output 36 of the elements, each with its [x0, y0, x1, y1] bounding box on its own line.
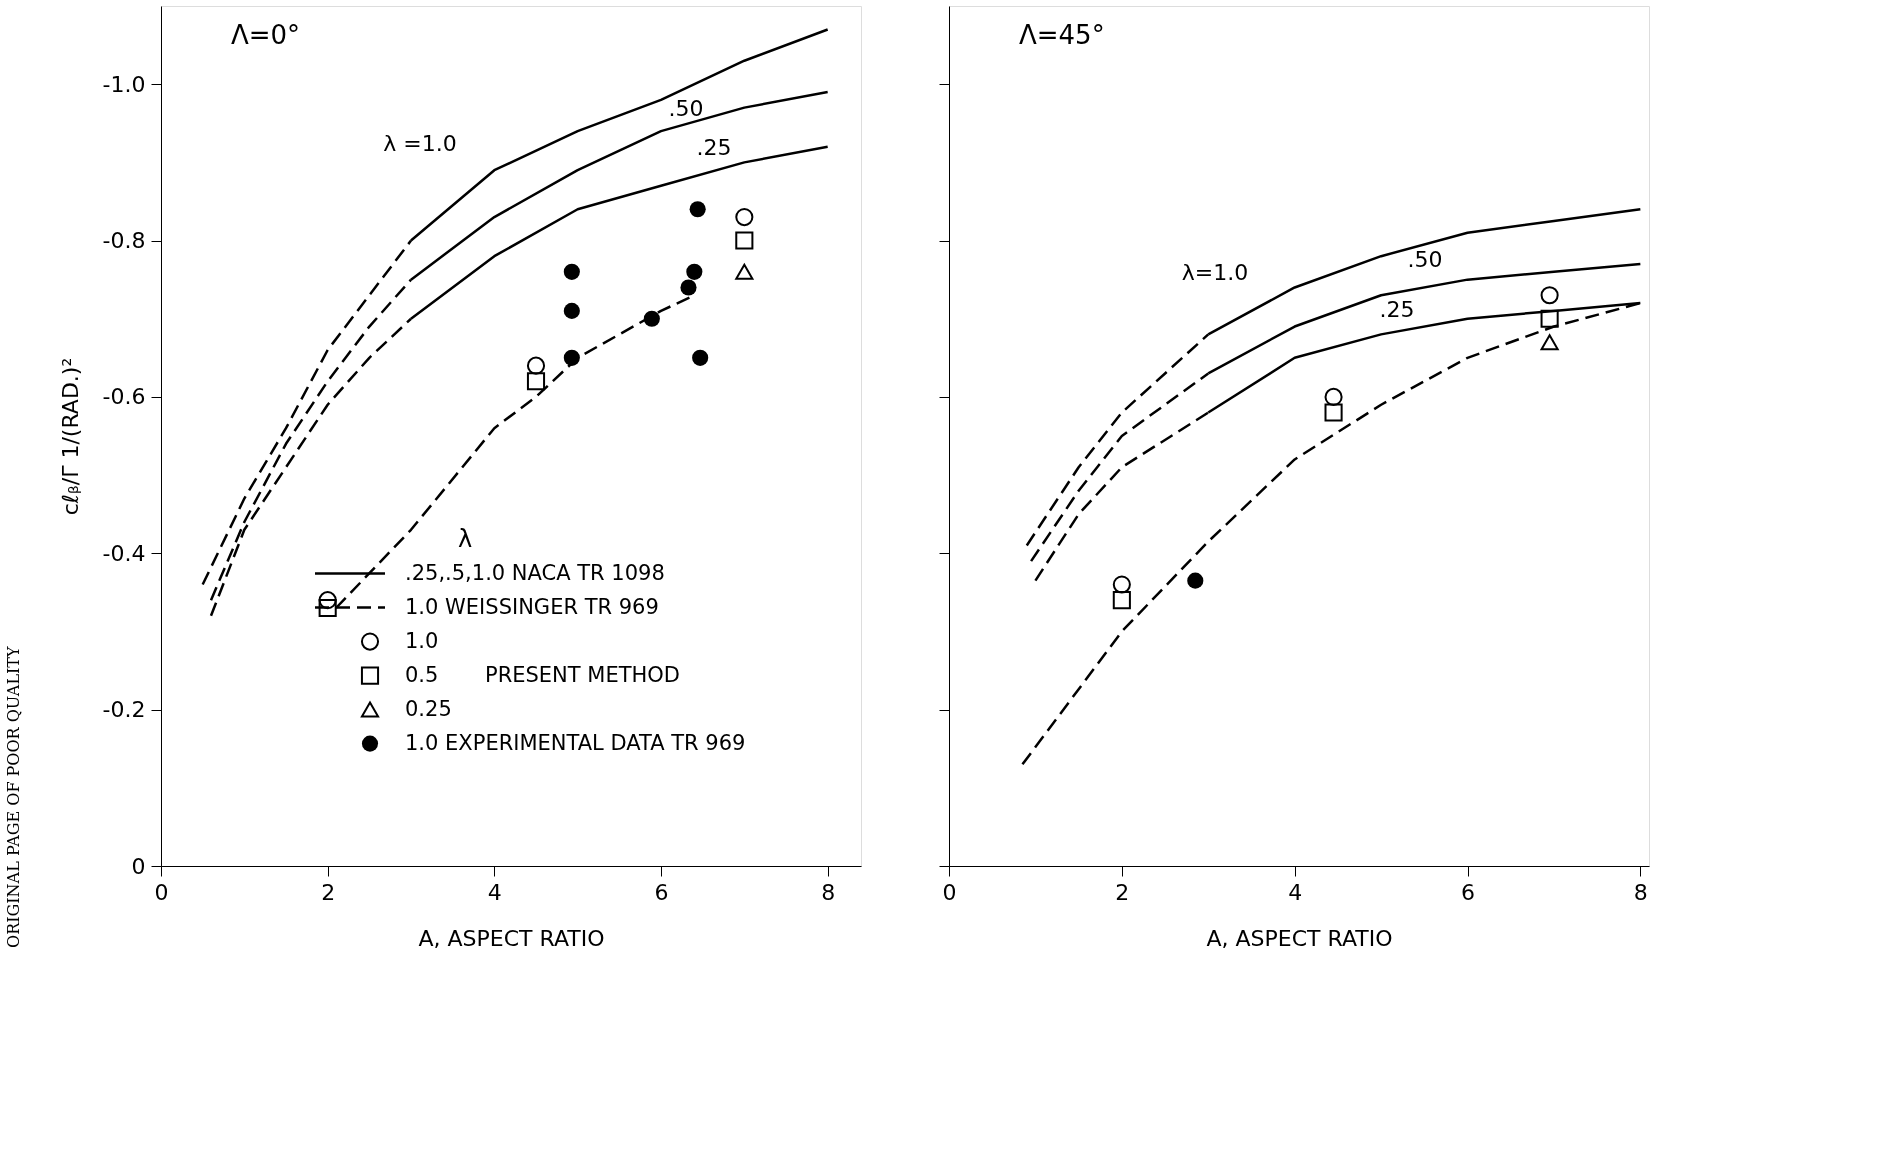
x-tick-label: 4: [1288, 879, 1303, 905]
x-axis-title: A, ASPECT RATIO: [418, 925, 605, 951]
legend-label: 0.5: [405, 662, 439, 687]
x-tick-label: 0: [154, 879, 169, 905]
legend-label: 0.25: [405, 696, 452, 721]
annotation: .50: [1407, 246, 1443, 272]
x-tick-label: 4: [487, 879, 502, 905]
legend-label: 1.0 WEISSINGER TR 969: [405, 594, 659, 619]
text: ORIGINAL PAGE OF POOR QUALITY: [4, 646, 23, 948]
legend-title: λ: [457, 524, 473, 553]
y-tick-label: -0.4: [102, 540, 146, 566]
y-tick-label: 0: [131, 853, 146, 879]
x-tick-label: 6: [1461, 879, 1476, 905]
legend-label: 1.0: [405, 628, 439, 653]
x-axis-title: A, ASPECT RATIO: [1206, 925, 1393, 951]
y-tick-label: -0.2: [102, 697, 146, 723]
legend-label: 1.0 EXPERIMENTAL DATA TR 969: [405, 730, 746, 755]
annotation: λ =1.0: [383, 130, 457, 156]
annotation: PRESENT METHOD: [485, 662, 681, 687]
x-tick-label: 2: [321, 879, 336, 905]
annotation: .25: [1379, 296, 1415, 322]
y-axis-title: cℓᵦ/Γ 1/(RAD.)²: [57, 357, 83, 516]
annotation: .50: [668, 96, 704, 122]
x-tick-label: 2: [1115, 879, 1130, 905]
x-tick-label: 8: [821, 879, 836, 905]
legend-label: .25,.5,1.0 NACA TR 1098: [405, 560, 665, 585]
x-tick-label: 8: [1633, 879, 1648, 905]
y-tick-label: -0.6: [102, 384, 146, 410]
annotation: .25: [696, 134, 732, 160]
y-tick-label: -0.8: [102, 228, 146, 254]
x-tick-label: 0: [942, 879, 957, 905]
y-tick-label: -1.0: [102, 71, 146, 97]
annotation: λ=1.0: [1181, 259, 1249, 285]
text: Λ=45°: [1019, 20, 1105, 50]
text: Λ=0°: [231, 20, 301, 50]
x-tick-label: 6: [654, 879, 669, 905]
